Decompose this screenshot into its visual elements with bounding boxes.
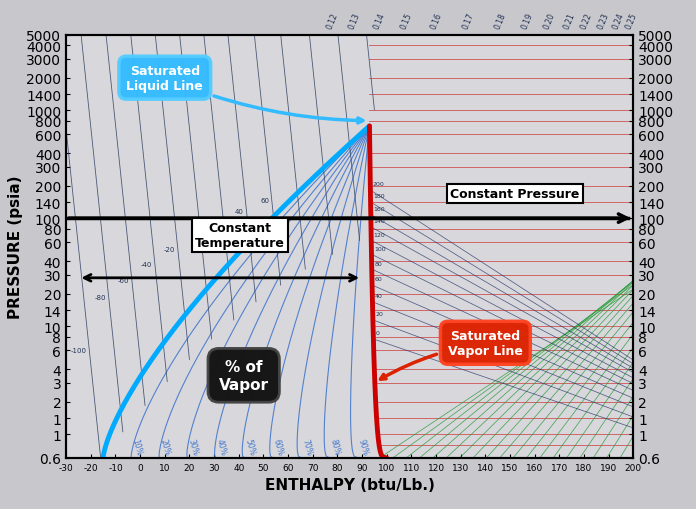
Text: -100: -100 — [71, 348, 87, 354]
Text: 0.20: 0.20 — [542, 12, 557, 31]
Text: 140: 140 — [374, 219, 385, 224]
Text: 40%: 40% — [215, 437, 228, 456]
Text: 0.21: 0.21 — [562, 12, 576, 31]
Text: 0.23: 0.23 — [596, 12, 611, 31]
Text: 0.18: 0.18 — [493, 12, 507, 31]
Text: 0.24: 0.24 — [611, 12, 626, 31]
Y-axis label: PRESSURE (psia): PRESSURE (psia) — [8, 175, 24, 319]
Text: 0.25: 0.25 — [624, 12, 638, 31]
Text: 0.19: 0.19 — [520, 12, 535, 31]
Text: -60: -60 — [118, 277, 129, 283]
Text: 60: 60 — [374, 277, 382, 282]
Text: 20: 20 — [212, 221, 221, 227]
Text: 120: 120 — [374, 232, 386, 237]
Text: 20%: 20% — [158, 437, 171, 456]
Text: 0: 0 — [193, 233, 198, 239]
Text: 60: 60 — [260, 198, 269, 204]
Text: -80: -80 — [95, 295, 106, 301]
Text: 0.17: 0.17 — [461, 12, 475, 31]
Text: 40: 40 — [235, 209, 244, 215]
Text: 0.12: 0.12 — [325, 12, 340, 31]
Text: 10%: 10% — [130, 437, 143, 456]
Text: 0.15: 0.15 — [399, 12, 414, 31]
Text: 0.14: 0.14 — [372, 12, 387, 31]
Text: 90%: 90% — [357, 437, 370, 456]
Text: 80%: 80% — [329, 437, 342, 456]
Text: 60%: 60% — [271, 437, 285, 456]
Text: 20: 20 — [375, 312, 383, 317]
Text: 50%: 50% — [244, 437, 256, 456]
Text: 160: 160 — [373, 207, 385, 212]
Text: 80: 80 — [374, 261, 382, 266]
Text: % of
Vapor: % of Vapor — [219, 359, 269, 392]
Text: Saturated
Liquid Line: Saturated Liquid Line — [127, 65, 363, 124]
X-axis label: ENTHALPY (btu/Lb.): ENTHALPY (btu/Lb.) — [264, 477, 435, 492]
Text: Constant Pressure: Constant Pressure — [450, 187, 580, 201]
Text: Saturated
Vapor Line: Saturated Vapor Line — [381, 329, 523, 379]
Text: -40: -40 — [141, 262, 152, 267]
Text: 70%: 70% — [300, 437, 313, 456]
Text: 40: 40 — [375, 294, 383, 299]
Text: -20: -20 — [164, 247, 175, 253]
Text: 180: 180 — [373, 194, 385, 199]
Text: 30%: 30% — [187, 437, 200, 456]
Text: 0.22: 0.22 — [579, 12, 594, 31]
Text: 0: 0 — [376, 331, 380, 336]
Text: Constant
Temperature: Constant Temperature — [195, 221, 285, 249]
Text: 200: 200 — [373, 182, 385, 187]
Text: 0.16: 0.16 — [429, 12, 443, 31]
Text: 0.13: 0.13 — [347, 12, 362, 31]
Text: 100: 100 — [374, 246, 386, 251]
